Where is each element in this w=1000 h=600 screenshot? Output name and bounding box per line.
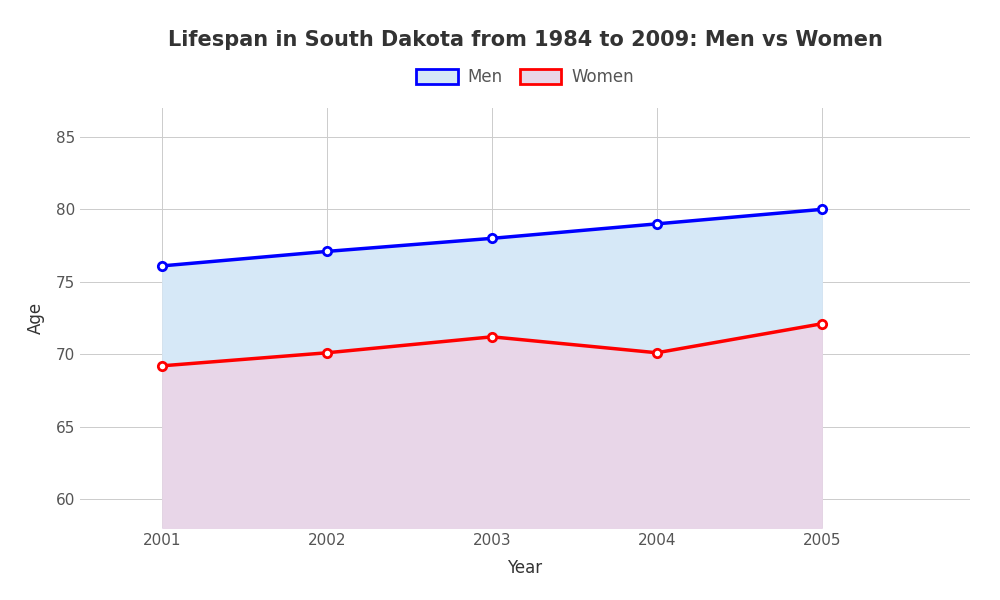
- Legend: Men, Women: Men, Women: [409, 62, 641, 93]
- X-axis label: Year: Year: [507, 559, 543, 577]
- Title: Lifespan in South Dakota from 1984 to 2009: Men vs Women: Lifespan in South Dakota from 1984 to 20…: [168, 29, 882, 49]
- Y-axis label: Age: Age: [27, 302, 45, 334]
